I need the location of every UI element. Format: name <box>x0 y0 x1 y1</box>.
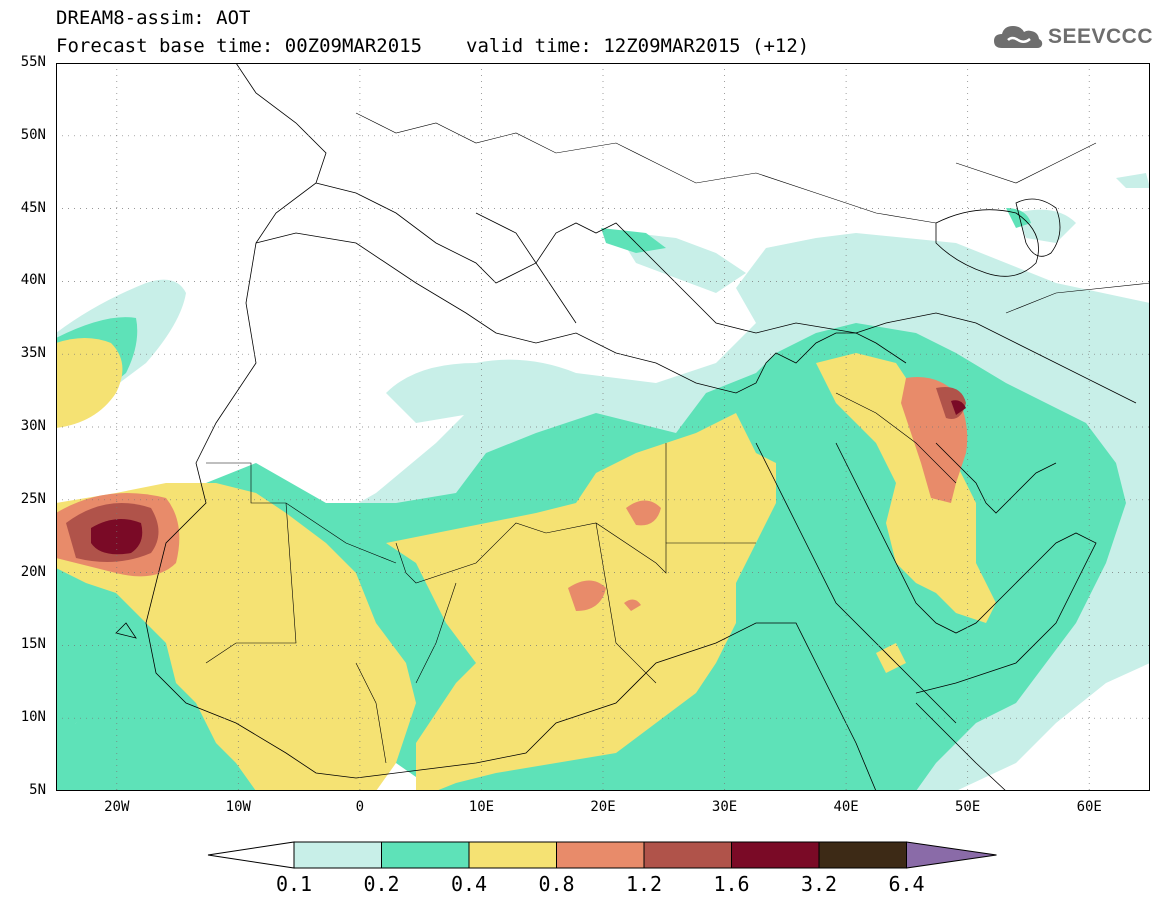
lon-label: 20E <box>590 799 616 815</box>
forecast-times: Forecast base time: 00Z09MAR2015 valid ti… <box>56 36 809 56</box>
colorbar-label: 0.1 <box>275 872 313 896</box>
lat-label: 40N <box>20 272 46 289</box>
base-time: Forecast base time: 00Z09MAR2015 <box>56 35 423 57</box>
seevccc-logo: SEEVCCC <box>992 22 1153 52</box>
colorbar-label: 1.6 <box>713 872 750 896</box>
colorbar-label: 0.8 <box>538 872 575 896</box>
colorbar-box <box>468 841 557 869</box>
colorbar-under-triangle <box>207 841 295 869</box>
logo-text: SEEVCCC <box>1047 25 1153 48</box>
lat-label: 10N <box>20 709 46 726</box>
lat-label: 35N <box>20 345 46 362</box>
colorbar-label: 3.2 <box>800 872 838 896</box>
colorbar-over-triangle <box>906 841 997 869</box>
chart-title: DREAM8-assim: AOT <box>56 7 251 29</box>
lat-label: 25N <box>20 490 46 507</box>
colorbar <box>207 841 997 869</box>
colorbar-label: 0.4 <box>450 872 488 896</box>
lat-label: 45N <box>20 199 46 216</box>
lat-label: 20N <box>20 563 46 580</box>
map-frame <box>56 63 1150 791</box>
colorbar-label: 0.2 <box>363 872 400 896</box>
graticule <box>56 63 1150 791</box>
coastlines <box>115 63 1137 791</box>
valid-time: valid time: 12Z09MAR2015 (+12) <box>466 35 810 57</box>
lat-label: 30N <box>20 418 46 434</box>
country-borders <box>205 112 1150 764</box>
colorbar-label: 6.4 <box>888 872 925 896</box>
lon-label: 30E <box>711 799 738 815</box>
aot-band-1.6 <box>91 400 966 555</box>
lat-label: 5N <box>29 782 46 798</box>
lon-label: 20W <box>104 799 130 815</box>
lon-label: 60E <box>1076 799 1102 815</box>
aot-map <box>56 63 1150 791</box>
lat-label: 50N <box>20 126 46 143</box>
lon-label: 40E <box>833 799 859 815</box>
lon-label: 0 <box>355 799 365 815</box>
lat-label: 15N <box>20 636 46 653</box>
colorbar-label: 1.2 <box>625 872 663 896</box>
lon-label: 10W <box>225 799 251 815</box>
cloud-icon <box>993 26 1043 48</box>
lat-label: 55N <box>20 54 46 70</box>
lon-label: 50E <box>955 799 981 815</box>
colorbar-box <box>381 841 470 869</box>
colorbar-box <box>731 841 820 869</box>
colorbar-box <box>556 841 645 869</box>
colorbar-box <box>293 841 382 869</box>
lon-label: 10E <box>468 799 495 815</box>
colorbar-box <box>818 841 907 869</box>
colorbar-box <box>643 841 732 869</box>
